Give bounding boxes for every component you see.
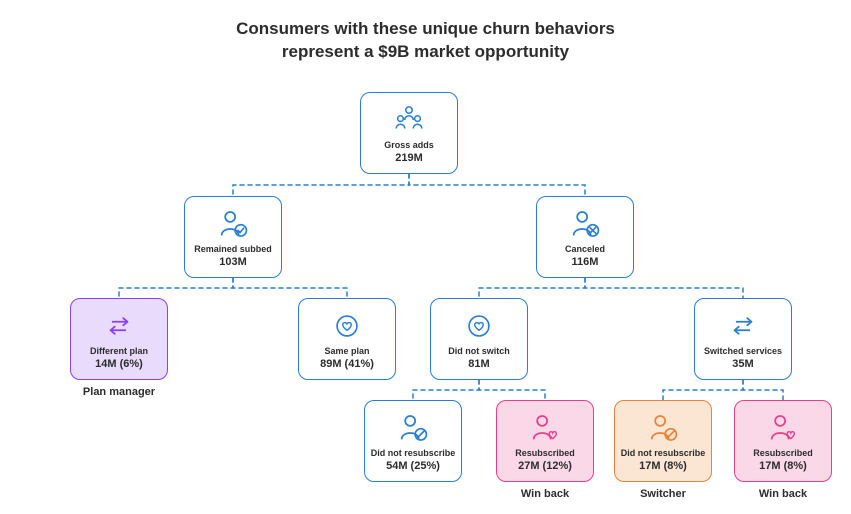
node-label: Did not switch: [448, 347, 510, 357]
swap-icon: [726, 309, 760, 343]
person-check-icon: [216, 207, 250, 241]
node-did-not-resubscribe-b: Did not resubscribe 17M (8%): [614, 400, 712, 482]
node-different-plan: Different plan 14M (6%): [70, 298, 168, 380]
caption-plan-manager: Plan manager: [70, 386, 168, 398]
heart-icon: [330, 309, 364, 343]
node-value: 103M: [219, 256, 247, 269]
node-label: Same plan: [324, 347, 369, 357]
person-heart-icon: [528, 411, 562, 445]
node-value: 219M: [395, 152, 423, 165]
node-did-not-switch: Did not switch 81M: [430, 298, 528, 380]
node-canceled: Canceled 116M: [536, 196, 634, 278]
person-slash-icon: [646, 411, 680, 445]
node-same-plan: Same plan 89M (41%): [298, 298, 396, 380]
node-label: Gross adds: [384, 141, 434, 151]
caption-win-back-b: Win back: [734, 488, 832, 500]
node-value: 17M (8%): [759, 460, 807, 473]
heart-icon: [462, 309, 496, 343]
node-remained-subbed: Remained subbed 103M: [184, 196, 282, 278]
swap-icon: [102, 309, 136, 343]
node-label: Switched services: [704, 347, 782, 357]
node-switched-services: Switched services 35M: [694, 298, 792, 380]
node-value: 35M: [732, 358, 753, 371]
node-gross-adds: Gross adds 219M: [360, 92, 458, 174]
node-value: 17M (8%): [639, 460, 687, 473]
node-label: Resubscribed: [753, 449, 813, 459]
caption-win-back-a: Win back: [496, 488, 594, 500]
group-icon: [392, 103, 426, 137]
node-label: Remained subbed: [194, 245, 272, 255]
node-value: 54M (25%): [386, 460, 440, 473]
person-heart-icon: [766, 411, 800, 445]
tree-diagram: Gross adds 219M Remained subbed 103M Can…: [0, 0, 851, 514]
node-value: 89M (41%): [320, 358, 374, 371]
node-value: 27M (12%): [518, 460, 572, 473]
node-value: 81M: [468, 358, 489, 371]
node-resubscribed-a: Resubscribed 27M (12%): [496, 400, 594, 482]
node-value: 14M (6%): [95, 358, 143, 371]
node-label: Different plan: [90, 347, 148, 357]
person-cancel-icon: [568, 207, 602, 241]
node-value: 116M: [572, 256, 599, 269]
node-label: Did not resubscribe: [371, 449, 456, 459]
node-did-not-resubscribe-a: Did not resubscribe 54M (25%): [364, 400, 462, 482]
node-label: Canceled: [565, 245, 605, 255]
node-resubscribed-b: Resubscribed 17M (8%): [734, 400, 832, 482]
caption-switcher: Switcher: [614, 488, 712, 500]
node-label: Did not resubscribe: [621, 449, 706, 459]
node-label: Resubscribed: [515, 449, 575, 459]
person-slash-icon: [396, 411, 430, 445]
